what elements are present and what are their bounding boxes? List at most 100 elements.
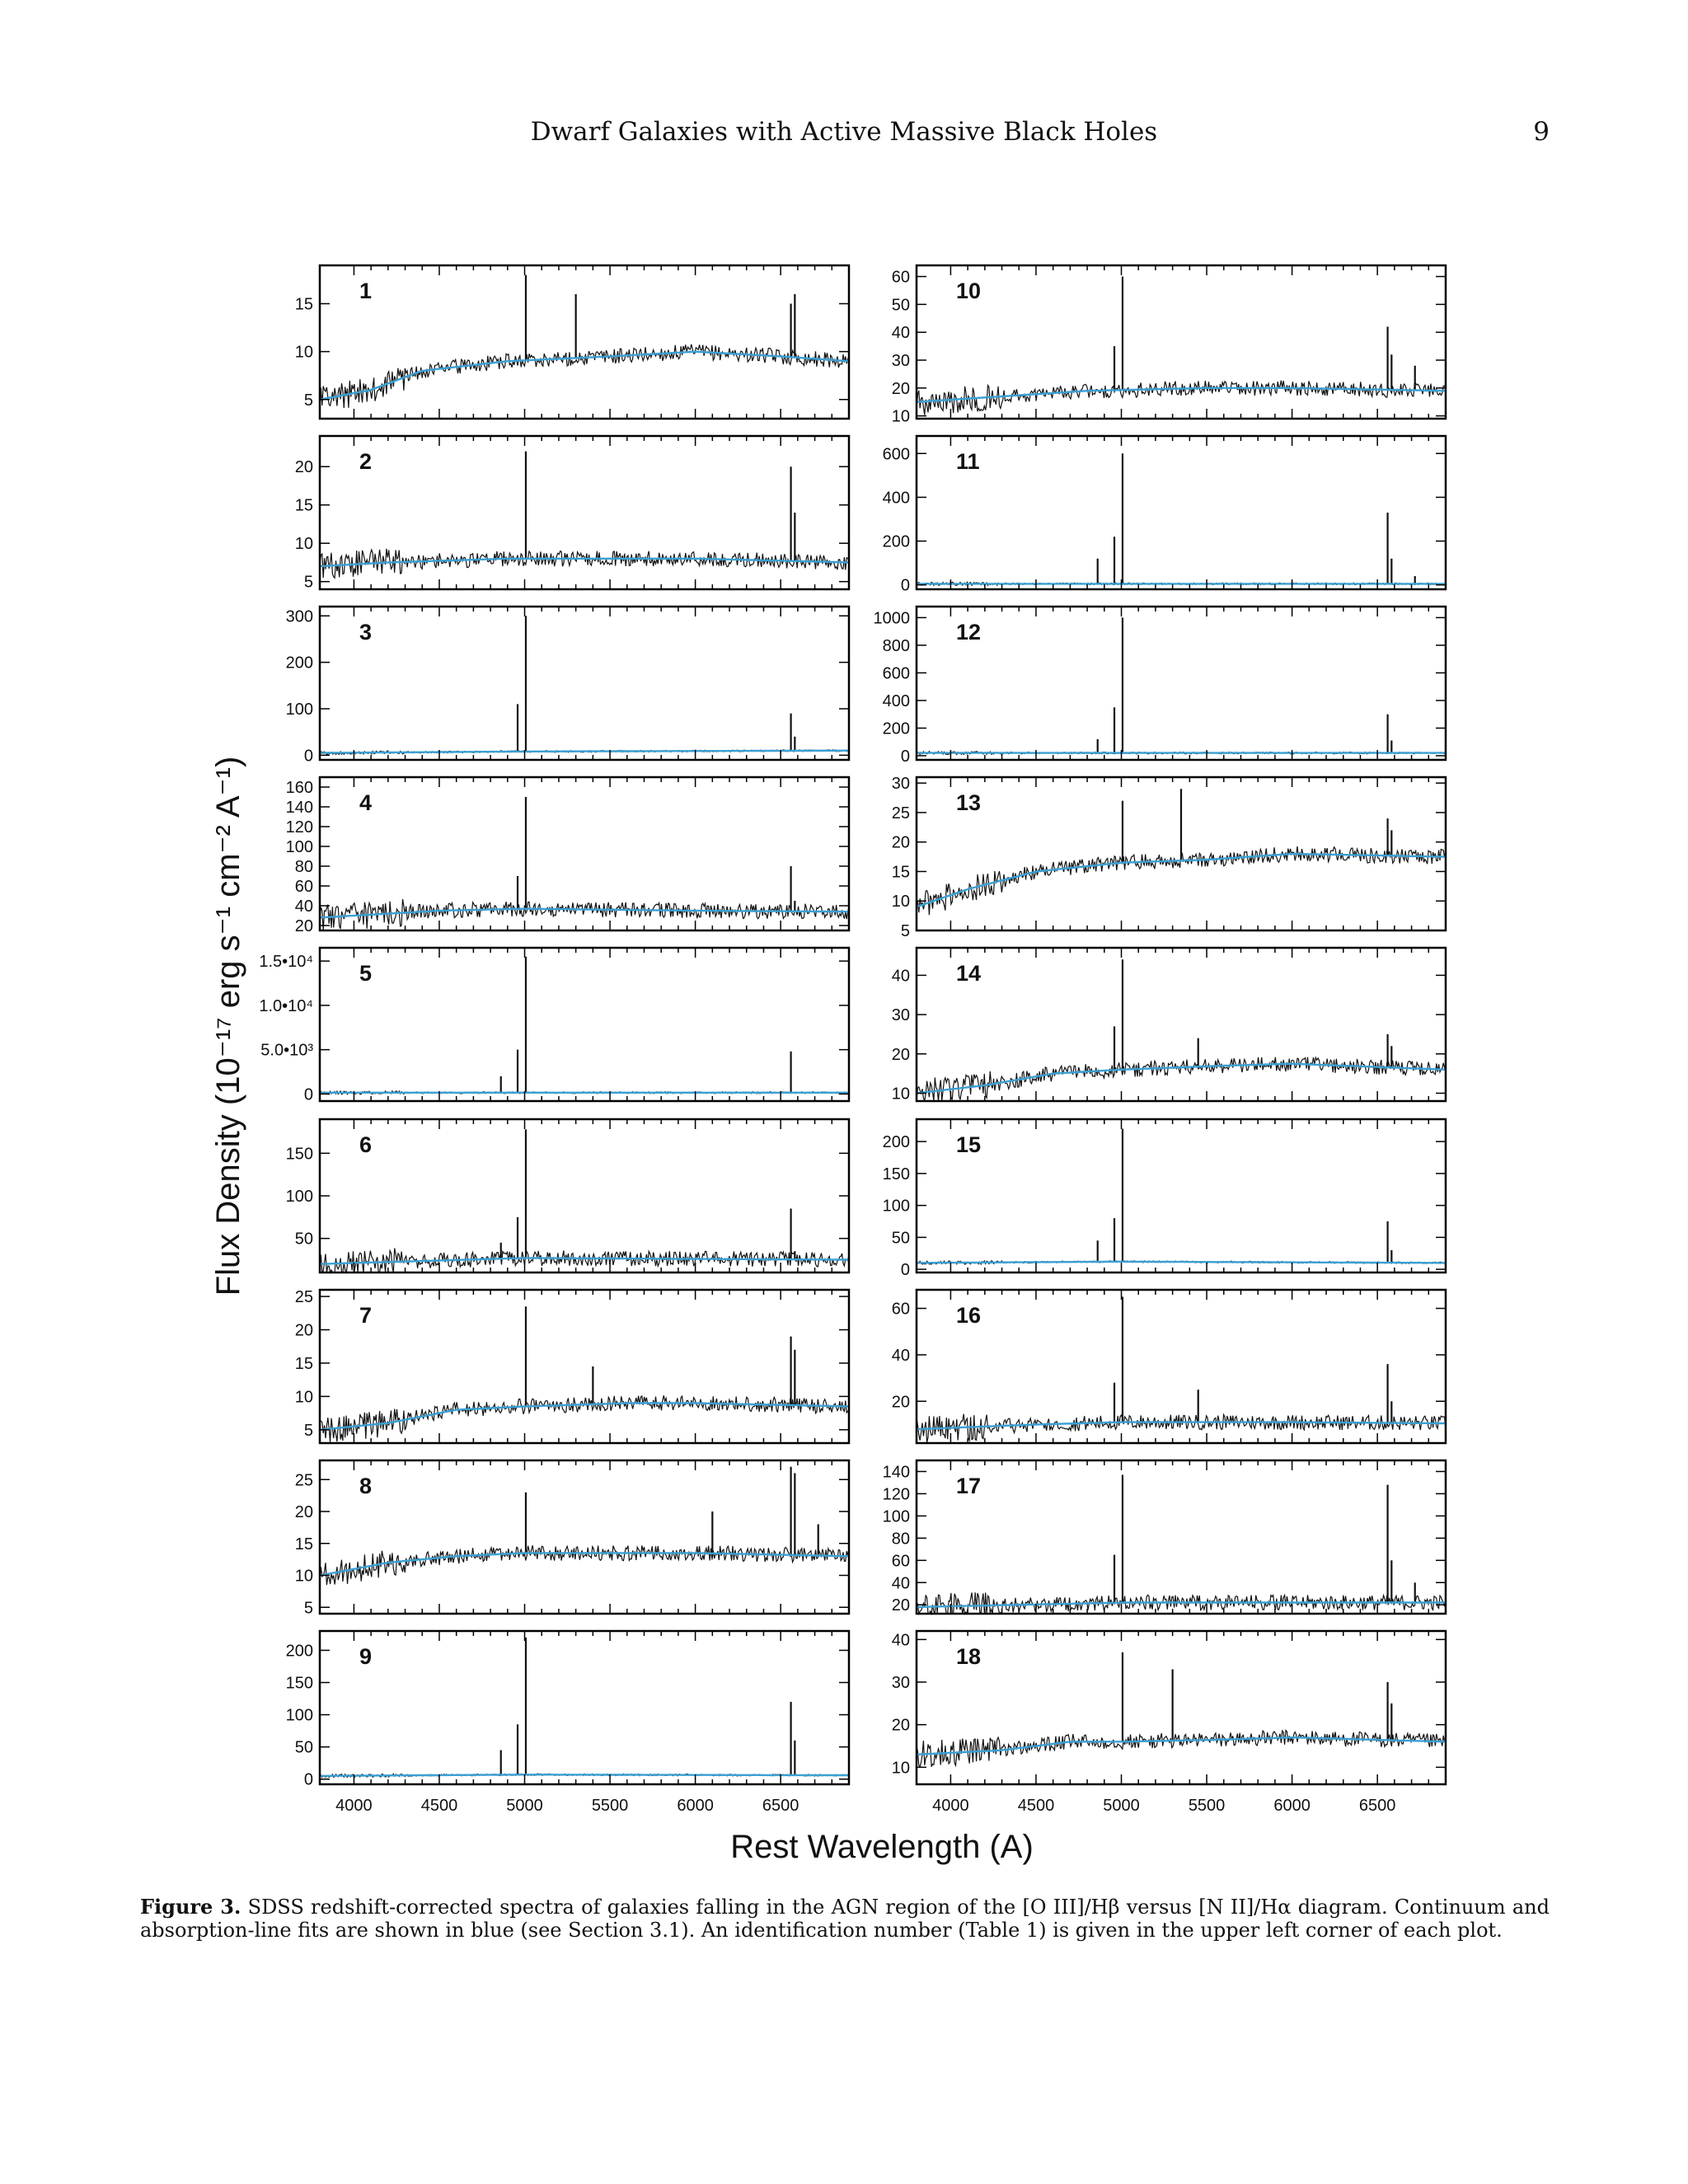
panel-frame bbox=[318, 264, 851, 420]
y-tick-label: 0 bbox=[304, 1085, 313, 1104]
y-tick-label: 20 bbox=[295, 458, 313, 476]
y-tick-label: 25 bbox=[892, 804, 910, 823]
continuum-fit-line bbox=[319, 1257, 849, 1265]
y-tick-label: 100 bbox=[883, 1197, 910, 1216]
y-tick-label: 140 bbox=[883, 1463, 910, 1481]
y-tick-label: 100 bbox=[286, 701, 313, 719]
y-tick-label: 150 bbox=[286, 1145, 313, 1163]
spectrum-line bbox=[916, 1592, 1447, 1616]
y-tick-label: 600 bbox=[883, 664, 910, 682]
continuum-fit-line bbox=[916, 1421, 1446, 1431]
panel-id-label: 9 bbox=[359, 1644, 372, 1669]
spectrum-line bbox=[916, 1056, 1447, 1103]
caption-text: SDSS redshift-corrected spectra of galax… bbox=[140, 1896, 1550, 1942]
y-tick-label: 40 bbox=[892, 324, 910, 342]
spectrum-line bbox=[319, 344, 850, 410]
y-tick-label: 1.0•10⁴ bbox=[259, 997, 313, 1015]
figure-caption: Figure 3. SDSS redshift-corrected spectr… bbox=[140, 1895, 1550, 1943]
y-tick-label: 80 bbox=[295, 858, 313, 876]
spectrum-line bbox=[319, 1394, 850, 1442]
y-tick-label: 300 bbox=[286, 607, 313, 626]
y-tick-label: 5 bbox=[304, 1422, 313, 1440]
panel-frame bbox=[915, 1288, 1447, 1445]
panel-id-label: 10 bbox=[956, 279, 981, 303]
x-tick-label: 5000 bbox=[1103, 1797, 1140, 1815]
panel-id-label: 6 bbox=[359, 1132, 372, 1157]
continuum-fit-line bbox=[319, 350, 850, 401]
y-tick-label: 20 bbox=[892, 834, 910, 852]
y-tick-label: 30 bbox=[892, 775, 910, 793]
y-tick-label: 0 bbox=[304, 1771, 313, 1789]
y-tick-label: 100 bbox=[286, 838, 313, 856]
y-axis-title: Flux Density (10⁻¹⁷ erg s⁻¹ cm⁻² A⁻¹) bbox=[210, 757, 246, 1296]
panel-frame bbox=[915, 605, 1447, 762]
panel-frame bbox=[915, 946, 1447, 1103]
panel-frame bbox=[915, 776, 1447, 932]
panel-id-label: 16 bbox=[956, 1303, 981, 1328]
panel-id-label: 4 bbox=[359, 790, 372, 815]
y-tick-label: 10 bbox=[295, 344, 313, 362]
x-tick-label: 6000 bbox=[1273, 1797, 1311, 1815]
panel-id-label: 2 bbox=[359, 449, 372, 474]
y-tick-label: 400 bbox=[883, 692, 910, 710]
panel-id-label: 13 bbox=[956, 790, 981, 815]
y-tick-label: 60 bbox=[892, 269, 910, 287]
panel-frame bbox=[318, 946, 851, 1103]
spectrum-line bbox=[319, 1248, 850, 1275]
y-tick-label: 15 bbox=[892, 863, 910, 881]
y-tick-label: 20 bbox=[892, 1596, 910, 1615]
y-tick-label: 800 bbox=[883, 637, 910, 655]
panel-frame bbox=[318, 605, 851, 762]
y-tick-label: 100 bbox=[883, 1507, 910, 1526]
y-tick-label: 0 bbox=[901, 577, 910, 595]
y-tick-label: 200 bbox=[883, 533, 910, 551]
y-tick-label: 15 bbox=[295, 296, 313, 314]
y-tick-label: 30 bbox=[892, 1674, 910, 1692]
continuum-fit-line bbox=[320, 749, 849, 754]
y-tick-label: 15 bbox=[295, 1355, 313, 1373]
y-tick-label: 25 bbox=[295, 1471, 313, 1489]
y-tick-label: 600 bbox=[883, 445, 910, 463]
y-tick-label: 50 bbox=[295, 1739, 313, 1757]
x-tick-label: 5500 bbox=[592, 1797, 629, 1815]
panel-frame bbox=[915, 1118, 1447, 1274]
running-head: Dwarf Galaxies with Active Massive Black… bbox=[0, 117, 1688, 153]
continuum-fit-line bbox=[319, 1552, 850, 1577]
spectrum-line bbox=[916, 1413, 1447, 1443]
y-tick-label: 10 bbox=[892, 408, 910, 426]
caption-label: Figure 3. bbox=[140, 1895, 241, 1919]
y-tick-label: 50 bbox=[892, 296, 910, 314]
panel-id-label: 14 bbox=[956, 961, 981, 986]
y-tick-label: 60 bbox=[892, 1301, 910, 1319]
spectrum-line bbox=[916, 1729, 1447, 1769]
y-tick-label: 5 bbox=[901, 922, 910, 940]
continuum-fit-line bbox=[916, 1736, 1447, 1755]
panel-id-label: 5 bbox=[359, 961, 372, 986]
y-tick-label: 150 bbox=[286, 1675, 313, 1693]
y-tick-label: 50 bbox=[295, 1230, 313, 1249]
y-tick-label: 1000 bbox=[874, 609, 911, 627]
y-tick-label: 80 bbox=[892, 1530, 910, 1548]
y-tick-label: 0 bbox=[901, 748, 910, 766]
y-tick-label: 10 bbox=[892, 893, 910, 911]
continuum-fit-line bbox=[319, 557, 850, 568]
panel-id-label: 12 bbox=[956, 620, 981, 644]
continuum-fit-line bbox=[320, 1774, 850, 1777]
x-tick-label: 4500 bbox=[1018, 1797, 1055, 1815]
panel-id-label: 7 bbox=[359, 1303, 372, 1328]
panel-frame bbox=[318, 1459, 851, 1615]
y-tick-label: 400 bbox=[883, 489, 910, 507]
y-tick-label: 5 bbox=[304, 1599, 313, 1617]
y-tick-label: 20 bbox=[892, 1046, 910, 1064]
y-tick-label: 50 bbox=[892, 1229, 910, 1247]
y-tick-label: 25 bbox=[295, 1288, 313, 1306]
y-tick-label: 140 bbox=[286, 799, 313, 817]
x-tick-label: 6500 bbox=[762, 1797, 799, 1815]
page-number: 9 bbox=[1533, 117, 1550, 147]
panel-frame bbox=[915, 1459, 1447, 1615]
y-tick-label: 5.0•10³ bbox=[260, 1042, 313, 1060]
spectrum-line bbox=[319, 898, 850, 931]
panel-frame bbox=[915, 434, 1447, 591]
panel-frame bbox=[318, 1118, 851, 1274]
running-title: Dwarf Galaxies with Active Massive Black… bbox=[530, 117, 1158, 147]
